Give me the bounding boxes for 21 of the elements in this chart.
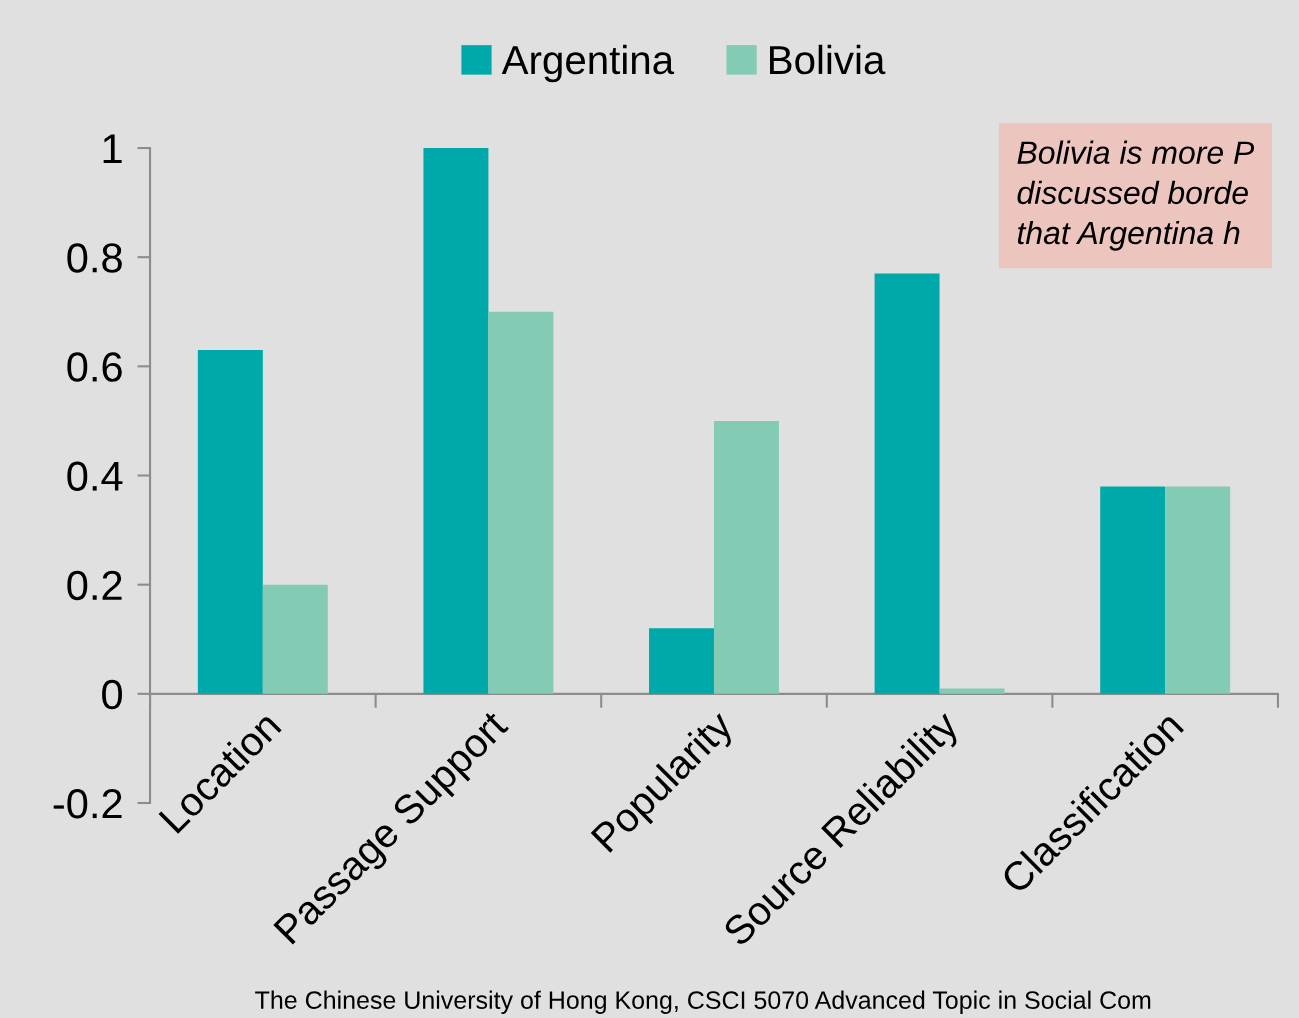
legend-label: Bolivia bbox=[770, 44, 886, 75]
bar bbox=[874, 273, 940, 694]
y-tick-label: 0.4 bbox=[67, 461, 123, 492]
bar bbox=[262, 584, 328, 694]
bar bbox=[714, 420, 779, 694]
bar bbox=[1165, 486, 1231, 694]
legend-label: Argentina bbox=[501, 44, 675, 83]
y-tick-label: -0.2 bbox=[53, 789, 122, 819]
annotation: Bolivia is more P discussed borde that Argentina h bbox=[1017, 140, 1255, 251]
y-tick-label: 1 bbox=[103, 134, 122, 164]
bar bbox=[649, 628, 714, 694]
y-tick-label: 0.2 bbox=[67, 570, 122, 601]
bar bbox=[488, 311, 554, 694]
y-tick-label: 0.8 bbox=[67, 243, 122, 273]
y-tick-label: 0.6 bbox=[67, 352, 122, 382]
bar bbox=[197, 349, 263, 694]
bar bbox=[1100, 486, 1166, 694]
y-tick-label: 0 bbox=[102, 679, 123, 710]
bar bbox=[939, 688, 1005, 694]
bar bbox=[423, 148, 489, 694]
text: The Chinese University of Hong Kong, CSCI 5070 Advanced Topic in Social Com bbox=[255, 990, 1151, 1014]
